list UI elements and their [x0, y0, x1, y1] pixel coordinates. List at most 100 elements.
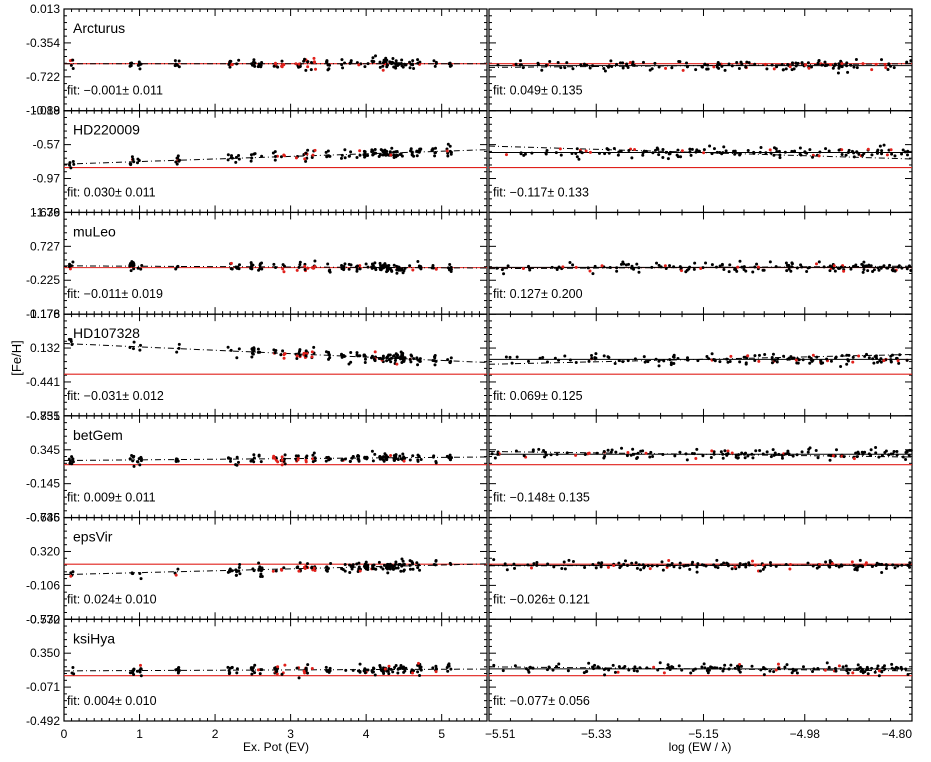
data-point — [546, 562, 550, 566]
data-point — [635, 262, 639, 266]
data-point — [235, 667, 239, 671]
x-tick-label: −5.51 — [485, 727, 516, 741]
data-point — [545, 149, 549, 153]
data-point — [895, 453, 899, 457]
data-point — [343, 457, 347, 461]
data-point — [344, 668, 348, 672]
data-point — [806, 450, 810, 454]
data-point — [770, 361, 774, 365]
data-point — [399, 357, 403, 361]
data-point — [840, 65, 844, 69]
data-point — [416, 260, 420, 264]
data-point — [327, 357, 331, 361]
data-point — [253, 663, 257, 667]
data-point — [226, 665, 230, 669]
data-point — [887, 453, 891, 457]
data-point — [893, 269, 897, 273]
data-point — [906, 672, 910, 676]
data-point — [389, 356, 393, 360]
data-point — [276, 65, 280, 69]
rejected-point — [726, 449, 730, 453]
data-point — [237, 153, 241, 157]
rejected-point — [837, 664, 841, 668]
data-point — [871, 357, 875, 361]
data-point — [661, 148, 665, 152]
data-point — [250, 62, 254, 66]
data-point — [357, 561, 361, 565]
data-point — [492, 558, 496, 562]
data-point — [606, 148, 610, 152]
data-point — [227, 668, 231, 672]
data-point — [819, 359, 823, 363]
data-point — [721, 456, 725, 460]
data-point — [845, 353, 849, 357]
data-point — [839, 265, 843, 269]
data-point — [668, 668, 672, 672]
data-point — [817, 565, 821, 569]
data-point — [526, 359, 530, 363]
data-point — [828, 565, 832, 569]
data-point — [657, 359, 661, 363]
data-point — [716, 566, 720, 570]
rejected-point — [280, 568, 284, 572]
data-point — [876, 266, 880, 270]
data-point — [249, 153, 253, 157]
data-point — [824, 560, 828, 564]
right-fit-text: fit: 0.127± 0.200 — [493, 287, 583, 301]
data-point — [506, 264, 510, 268]
data-point — [608, 266, 612, 270]
rejected-point — [857, 354, 861, 358]
right-fit-text: fit: 0.049± 0.135 — [493, 84, 583, 98]
data-point — [662, 359, 666, 363]
data-point — [733, 152, 737, 156]
data-point — [771, 448, 775, 452]
data-point — [896, 564, 900, 568]
data-point — [701, 454, 705, 458]
data-point — [237, 347, 241, 351]
data-point — [503, 562, 507, 566]
data-point — [672, 565, 676, 569]
data-point — [391, 57, 395, 61]
data-point — [528, 268, 532, 272]
data-point — [621, 66, 625, 70]
data-point — [383, 262, 387, 266]
data-point — [128, 671, 132, 675]
data-point — [260, 261, 264, 265]
data-point — [797, 358, 801, 362]
data-point — [400, 154, 404, 158]
data-point — [740, 265, 744, 269]
data-point — [394, 457, 398, 461]
data-point — [625, 454, 629, 458]
data-point — [403, 266, 407, 270]
data-point — [545, 360, 549, 364]
data-point — [236, 460, 240, 464]
rejected-point — [297, 62, 301, 66]
rejected-point — [283, 663, 287, 667]
data-point — [387, 565, 391, 569]
data-point — [536, 63, 540, 67]
data-point — [635, 669, 639, 673]
rejected-point — [280, 463, 284, 467]
data-point — [693, 667, 697, 671]
rejected-point — [774, 668, 778, 672]
data-point — [303, 268, 307, 272]
rejected-point — [712, 65, 716, 69]
data-point — [570, 152, 574, 156]
rejected-point — [815, 262, 819, 266]
data-point — [273, 158, 277, 162]
data-point — [445, 665, 449, 669]
data-point — [617, 561, 621, 565]
data-point — [355, 61, 359, 65]
data-point — [381, 669, 385, 673]
data-point — [237, 157, 241, 161]
data-point — [631, 447, 635, 451]
data-point — [727, 62, 731, 66]
data-point — [678, 566, 682, 570]
data-point — [228, 65, 232, 69]
data-point — [768, 260, 772, 264]
data-point — [614, 450, 618, 454]
data-point — [358, 662, 362, 666]
data-point — [606, 65, 610, 69]
rejected-point — [229, 261, 233, 265]
data-point — [594, 566, 598, 570]
